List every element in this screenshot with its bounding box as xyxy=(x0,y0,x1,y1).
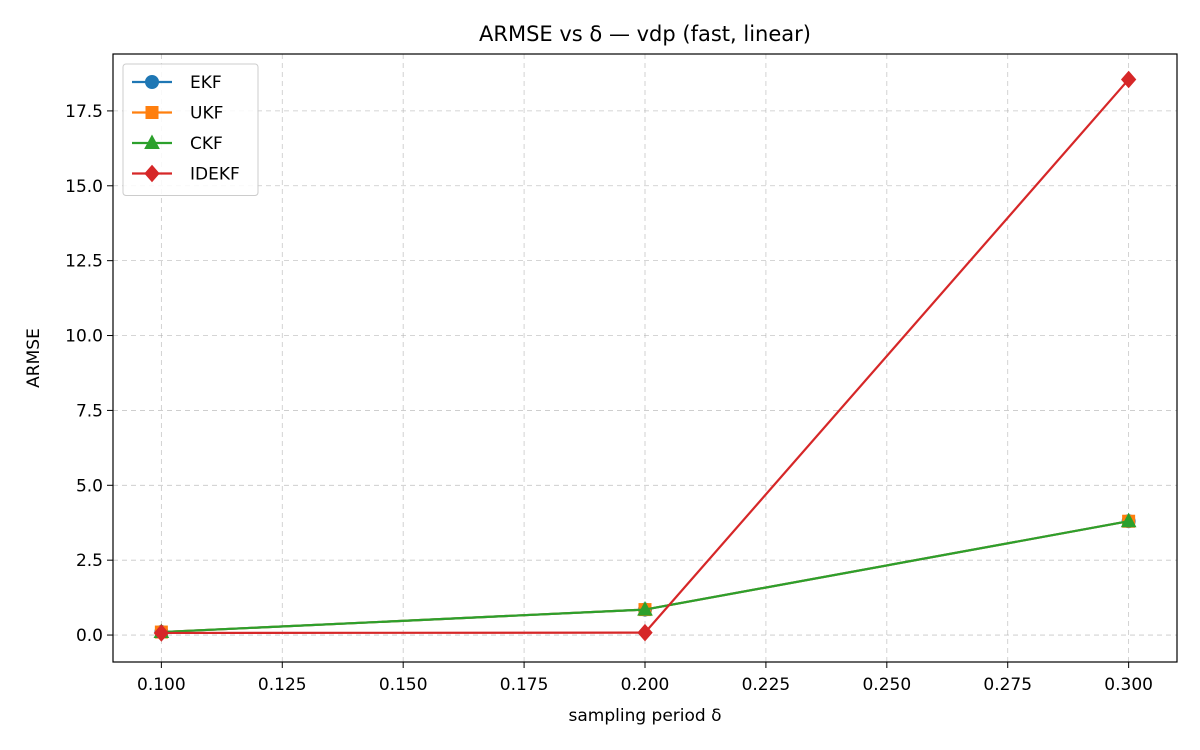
y-tick-label: 2.5 xyxy=(76,551,103,571)
y-tick-label: 17.5 xyxy=(65,102,103,122)
legend-box xyxy=(122,63,259,196)
x-tick-label: 0.200 xyxy=(621,675,670,695)
x-axis-title: sampling period δ xyxy=(569,706,722,726)
y-tick-label: 5.0 xyxy=(76,476,103,496)
legend-marker xyxy=(145,75,159,89)
data-point-idekf xyxy=(153,624,170,642)
legend-marker xyxy=(144,164,160,183)
series-layer xyxy=(153,70,1137,642)
legend-label: IDEKF xyxy=(190,165,240,185)
x-tick-label: 0.100 xyxy=(137,675,186,695)
legend-label: CKF xyxy=(190,134,223,154)
legend-label: EKF xyxy=(190,73,222,93)
x-tick-label: 0.250 xyxy=(862,675,911,695)
data-point-idekf xyxy=(1120,70,1137,89)
x-tick-label: 0.175 xyxy=(500,675,549,695)
y-tick-label: 12.5 xyxy=(65,252,103,272)
chart-title: ARMSE vs δ — vdp (fast, linear) xyxy=(479,22,811,46)
y-tick-label: 10.0 xyxy=(65,327,103,347)
y-tick-label: 0.0 xyxy=(76,626,103,646)
data-point-idekf xyxy=(637,623,653,642)
series-idekf xyxy=(153,70,1137,642)
x-tick-label: 0.275 xyxy=(983,675,1032,695)
x-tick-label: 0.300 xyxy=(1104,675,1153,695)
y-tick-label: 15.0 xyxy=(65,177,103,197)
legend-item-ukf: UKF xyxy=(132,104,223,124)
legend-item-ckf: CKF xyxy=(132,134,223,154)
x-tick-label: 0.225 xyxy=(742,675,791,695)
legend-label: UKF xyxy=(190,104,223,124)
grid xyxy=(113,54,1177,662)
data-point-ckf xyxy=(1120,512,1137,528)
legend-marker xyxy=(145,106,159,119)
legend: EKF UKF CKF IDEKF xyxy=(122,63,259,196)
y-axis-title: ARMSE xyxy=(24,328,44,388)
ticks: 0.100 0.125 0.150 0.175 0.200 0.225 0.250 0.275… xyxy=(65,102,1153,695)
x-tick-label: 0.125 xyxy=(258,675,307,695)
legend-item-idekf: IDEKF xyxy=(132,165,240,185)
data-point-ckf xyxy=(637,601,653,616)
legend-marker xyxy=(144,134,160,149)
y-tick-label: 7.5 xyxy=(76,401,103,421)
legend-item-ekf: EKF xyxy=(132,73,222,93)
series-ckf xyxy=(153,512,1137,639)
x-tick-label: 0.150 xyxy=(379,675,428,695)
